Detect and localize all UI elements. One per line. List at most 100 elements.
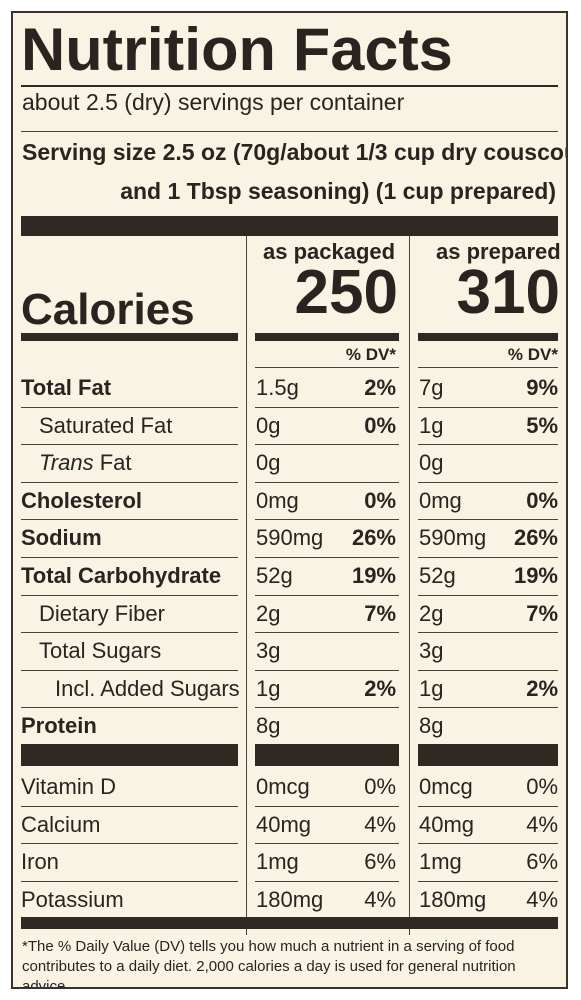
prepared-amount: 1g xyxy=(419,412,444,438)
prepared-amount: 0g xyxy=(419,450,444,476)
vitamin-row-separator xyxy=(418,805,558,807)
servings-divider xyxy=(21,131,558,132)
calories-label: Calories xyxy=(21,285,195,334)
vitamin-prepared-dv: 0% xyxy=(526,774,558,799)
nutrient-label: Dietary Fiber xyxy=(39,600,165,626)
vitamin-row-separator xyxy=(21,805,238,807)
nutrient-label: Incl. Added Sugars xyxy=(55,675,240,701)
prepared-dv: 19% xyxy=(513,563,558,588)
nutrition-facts-title: Nutrition Facts xyxy=(21,16,453,83)
nutrient-row-separator xyxy=(418,406,558,408)
nutrient-label-rest: Fat xyxy=(93,450,132,476)
vitamin-row-separator xyxy=(21,880,238,882)
calories-bar-label xyxy=(21,333,238,341)
nutrient-label: Total Sugars xyxy=(39,638,162,664)
nutrient-row-separator xyxy=(255,669,399,671)
dv-heading-packaged: % DV* xyxy=(345,345,396,364)
daily-value-footnote: *The % Daily Value (DV) tells you how mu… xyxy=(22,938,516,989)
nutrient-row-separator xyxy=(255,444,399,446)
thick-bar-vitamins-label xyxy=(21,744,238,766)
nutrient-label: Saturated Fat xyxy=(39,412,173,438)
prepared-dv: 9% xyxy=(526,375,558,400)
prepared-amount: 3g xyxy=(419,638,444,664)
vitamin-prepared-amount: 1mg xyxy=(419,849,462,875)
vitamin-packaged-amount: 0mcg xyxy=(256,774,310,799)
thick-bar-top xyxy=(21,216,558,236)
vitamin-label: Potassium xyxy=(21,886,124,912)
dv-heading-prepared: % DV* xyxy=(507,345,558,364)
calories-bar-packaged xyxy=(255,333,399,341)
column-divider-2 xyxy=(409,235,410,935)
vitamin-prepared-amount: 40mg xyxy=(419,811,475,837)
nutrient-row-separator xyxy=(255,519,399,521)
packaged-dv: 19% xyxy=(351,563,396,588)
serving-size-line-1: Serving size 2.5 oz (70g/about 1/3 cup d… xyxy=(22,139,568,165)
vitamin-packaged-dv: 4% xyxy=(364,886,396,912)
packaged-dv: 7% xyxy=(364,600,396,626)
vitamin-packaged-dv: 6% xyxy=(364,849,396,875)
thick-bar-vitamins-prepared xyxy=(418,744,558,766)
nutrient-row-separator xyxy=(21,519,238,521)
vitamin-label: Iron xyxy=(21,849,59,875)
vitamin-prepared-dv: 4% xyxy=(526,886,558,912)
prepared-dv: 5% xyxy=(526,412,558,438)
prepared-amount: 590mg xyxy=(419,525,487,551)
nutrient-row-separator xyxy=(255,594,399,596)
vitamin-row-separator xyxy=(255,843,399,845)
prepared-dv: 2% xyxy=(526,675,558,701)
nutrient-row-separator xyxy=(21,707,238,709)
vitamin-packaged-amount: 1mg xyxy=(256,849,299,875)
nutrient-row-separator xyxy=(418,481,558,483)
column-heading-prepared: as prepared xyxy=(436,239,561,264)
vitamin-packaged-amount: 180mg xyxy=(256,886,324,912)
packaged-dv: 2% xyxy=(364,375,396,400)
nutrient-row-separator xyxy=(21,594,238,596)
packaged-amount: 3g xyxy=(256,638,281,664)
nutrient-label: Total Carbohydrate xyxy=(21,563,222,588)
column-divider-1 xyxy=(246,235,247,935)
vitamin-label: Vitamin D xyxy=(21,774,116,799)
calories-bar-prepared xyxy=(418,333,558,341)
vitamin-packaged-amount: 40mg xyxy=(256,811,312,837)
nutrient-label: Protein xyxy=(21,713,97,739)
servings-per-container: about 2.5 (dry) servings per container xyxy=(22,89,405,115)
packaged-amount: 52g xyxy=(256,563,293,588)
nutrient-row-separator xyxy=(255,707,399,709)
dv-heading-rule-packaged xyxy=(255,367,399,368)
prepared-amount: 8g xyxy=(419,713,444,739)
nutrient-row-separator xyxy=(418,707,558,709)
packaged-dv: 0% xyxy=(364,487,396,513)
nutrient-row-separator xyxy=(418,519,558,521)
nutrient-label-italic: Trans xyxy=(39,450,94,476)
nutrient-row-separator xyxy=(418,594,558,596)
packaged-dv: 2% xyxy=(364,675,396,701)
packaged-amount: 1g xyxy=(256,675,281,701)
vitamin-prepared-amount: 0mcg xyxy=(419,774,473,799)
nutrient-row-separator xyxy=(418,669,558,671)
thick-bar-vitamins-packaged xyxy=(255,744,399,766)
packaged-amount: 2g xyxy=(256,600,281,626)
serving-size-line-2: and 1 Tbsp seasoning) (1 cup prepared) xyxy=(120,178,556,204)
packaged-amount: 590mg xyxy=(256,525,324,551)
vitamin-row-separator xyxy=(418,843,558,845)
packaged-amount: 0g xyxy=(256,450,281,476)
column-heading-packaged: as packaged xyxy=(263,239,396,264)
nutrient-row-separator xyxy=(21,444,238,446)
prepared-amount: 52g xyxy=(419,563,456,588)
vitamin-row-separator xyxy=(21,843,238,845)
vitamin-row-separator xyxy=(418,880,558,882)
calories-value-packaged: 250 xyxy=(294,258,398,327)
nutrient-label: Sodium xyxy=(21,525,102,551)
nutrient-label: Cholesterol xyxy=(21,487,143,513)
vitamin-prepared-dv: 6% xyxy=(526,849,558,875)
packaged-dv: 26% xyxy=(351,525,396,551)
nutrient-row-separator xyxy=(255,632,399,634)
nutrient-row-separator xyxy=(21,669,238,671)
nutrient-label: Total Fat xyxy=(21,375,112,400)
thick-bar-bottom xyxy=(21,917,558,929)
prepared-amount: 1g xyxy=(419,675,444,701)
dv-heading-rule-prepared xyxy=(418,367,558,368)
vitamin-packaged-dv: 4% xyxy=(364,811,396,837)
packaged-amount: 0mg xyxy=(256,487,299,513)
nutrient-row-separator xyxy=(418,557,558,558)
